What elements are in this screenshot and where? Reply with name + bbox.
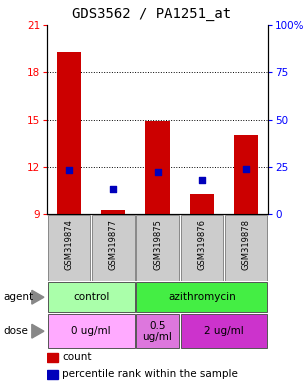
Bar [48,314,135,348]
Text: GSM319875: GSM319875 [153,219,162,270]
Bar [48,282,135,312]
Bar [136,314,179,348]
Text: 0 ug/ml: 0 ug/ml [72,326,111,336]
Text: agent: agent [3,292,33,302]
Bar [47,370,58,379]
Text: azithromycin: azithromycin [168,292,236,302]
Point [111,186,116,192]
Bar [47,353,58,362]
Bar [234,136,258,214]
Bar [136,215,179,281]
Bar [57,52,81,214]
Text: percentile rank within the sample: percentile rank within the sample [62,369,238,379]
Point [155,169,160,175]
Bar [190,194,214,214]
Text: GSM319878: GSM319878 [241,219,251,270]
Text: GSM319874: GSM319874 [65,219,74,270]
Text: 2 ug/ml: 2 ug/ml [204,326,244,336]
Text: GDS3562 / PA1251_at: GDS3562 / PA1251_at [72,8,231,22]
Text: count: count [62,352,92,362]
Text: GSM319876: GSM319876 [197,219,206,270]
Text: GSM319877: GSM319877 [109,219,118,270]
Bar [101,210,125,214]
Text: dose: dose [3,326,28,336]
Point [244,166,248,172]
Bar [181,215,223,281]
Bar [225,215,267,281]
Point [67,167,72,173]
Bar [92,215,135,281]
Bar [181,314,267,348]
Bar [136,282,267,312]
Bar [145,121,170,214]
Text: 0.5
ug/ml: 0.5 ug/ml [143,321,172,342]
Bar [48,215,90,281]
Polygon shape [32,290,44,304]
Point [199,177,204,183]
Text: control: control [73,292,109,302]
Polygon shape [32,324,44,338]
